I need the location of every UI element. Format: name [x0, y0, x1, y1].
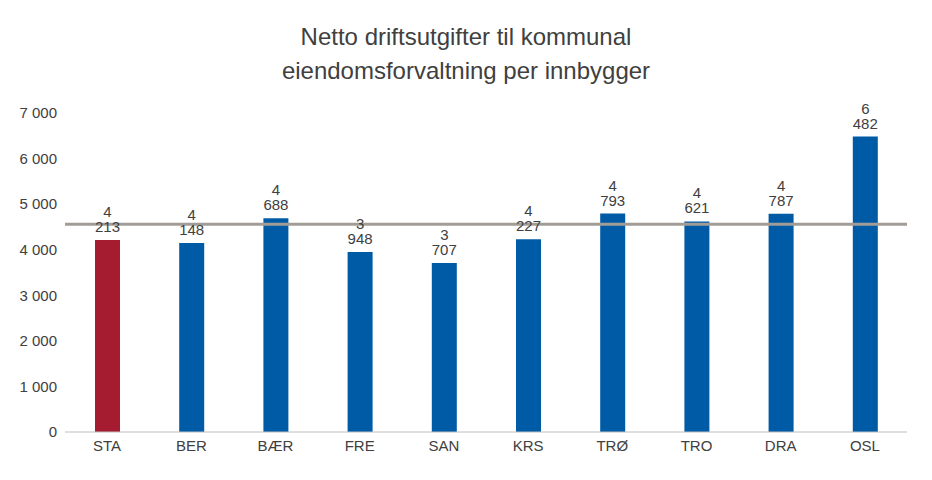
- svg-text:6 000: 6 000: [19, 150, 57, 167]
- svg-text:BER: BER: [176, 437, 207, 454]
- svg-text:4787: 4787: [769, 177, 794, 209]
- svg-text:BÆR: BÆR: [258, 437, 294, 454]
- svg-text:4213: 4213: [95, 203, 120, 235]
- svg-text:3 000: 3 000: [19, 287, 57, 304]
- svg-text:4688: 4688: [263, 181, 288, 213]
- svg-text:4621: 4621: [684, 184, 709, 216]
- svg-text:3707: 3707: [432, 226, 457, 258]
- svg-text:5 000: 5 000: [19, 195, 57, 212]
- svg-text:OSL: OSL: [850, 437, 880, 454]
- svg-text:4148: 4148: [179, 206, 204, 238]
- html-text:Netto driftsutgifter til kommu: Netto driftsutgifter til kommunal eiendo…: [281, 23, 651, 84]
- svg-text:4 000: 4 000: [19, 241, 57, 258]
- svg-text:1 000: 1 000: [19, 378, 57, 395]
- svg-text:TRO: TRO: [681, 437, 713, 454]
- svg-text:SAN: SAN: [428, 437, 459, 454]
- svg-text:KRS: KRS: [513, 437, 544, 454]
- svg-text:FRE: FRE: [345, 437, 375, 454]
- svg-text:4227: 4227: [516, 202, 541, 234]
- svg-text:7 000: 7 000: [19, 104, 57, 121]
- svg-text:0: 0: [49, 423, 57, 440]
- svg-text:6482: 6482: [853, 100, 878, 132]
- svg-text:TRØ: TRØ: [596, 437, 628, 454]
- svg-text:STA: STA: [93, 437, 121, 454]
- svg-text:4793: 4793: [600, 177, 625, 209]
- svg-text:DRA: DRA: [765, 437, 797, 454]
- svg-text:2 000: 2 000: [19, 332, 57, 349]
- svg-text:3948: 3948: [348, 215, 373, 247]
